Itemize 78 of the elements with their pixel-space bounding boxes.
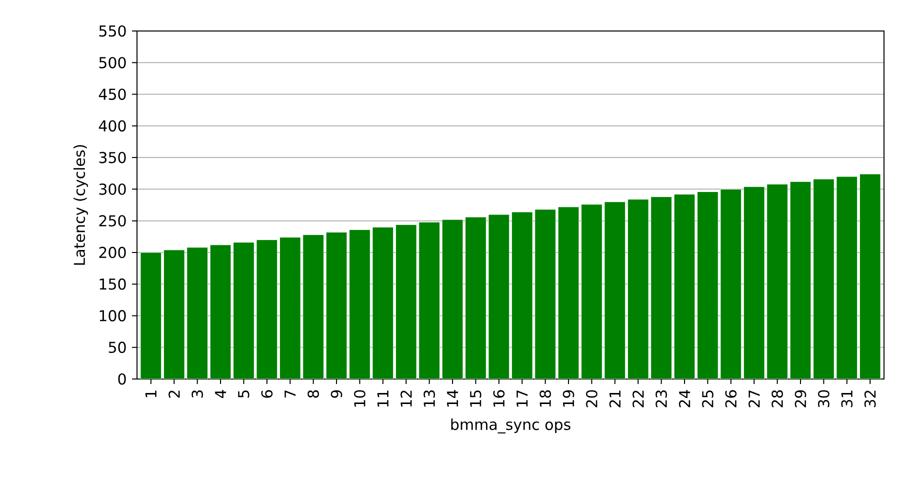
x-axis-title: bmma_sync ops <box>451 418 570 434</box>
x-tick-label: 17 <box>516 390 528 407</box>
x-tick-label: 16 <box>493 390 505 407</box>
bar <box>813 179 834 379</box>
y-tick-label: 350 <box>99 152 126 164</box>
x-tick-label: 27 <box>748 390 760 408</box>
x-tick-label: 2 <box>168 390 180 398</box>
bar <box>186 247 208 379</box>
bar <box>418 222 440 379</box>
y-tick-label: 100 <box>100 310 126 322</box>
bar <box>534 209 556 379</box>
bar <box>581 204 602 379</box>
bar <box>859 174 881 379</box>
y-tick-label: 500 <box>99 56 126 68</box>
x-tick-label: 9 <box>330 390 342 398</box>
x-tick-label: 11 <box>377 390 388 407</box>
y-tick-label: 450 <box>98 88 126 100</box>
x-tick-label: 24 <box>678 390 690 408</box>
x-tick-label: 22 <box>632 390 644 408</box>
x-tick-label: 7 <box>284 390 296 398</box>
y-tick-label: 150 <box>100 278 126 290</box>
x-tick-label: 18 <box>540 390 551 407</box>
x-tick-label: 30 <box>818 390 830 408</box>
y-tick-label: 0 <box>118 373 126 385</box>
x-tick-label: 1 <box>145 390 156 398</box>
bar <box>442 220 463 379</box>
bar <box>558 206 579 379</box>
x-tick-label: 23 <box>656 390 667 408</box>
x-tick-label: 21 <box>609 390 620 408</box>
x-tick-label: 19 <box>562 390 574 407</box>
bar <box>674 194 695 379</box>
bar <box>697 192 718 379</box>
bar <box>836 176 858 379</box>
bar <box>744 186 765 379</box>
bar <box>465 217 486 379</box>
x-tick-label: 8 <box>308 390 319 398</box>
bar <box>488 214 510 379</box>
bar <box>720 189 742 379</box>
x-tick-label: 4 <box>215 390 226 398</box>
x-tick-label: 15 <box>470 390 482 407</box>
bar <box>766 184 788 379</box>
x-tick-label: 10 <box>354 390 366 407</box>
x-tick-label: 13 <box>424 390 435 407</box>
x-tick-label: 20 <box>586 390 598 408</box>
x-tick-label: 25 <box>702 390 714 408</box>
bar <box>349 230 370 379</box>
y-tick-label: 50 <box>108 342 126 354</box>
bar <box>372 227 394 379</box>
bar <box>326 232 347 379</box>
y-tick-label: 300 <box>99 184 126 195</box>
bar <box>164 250 185 379</box>
x-tick-label: 3 <box>192 390 203 398</box>
bar <box>280 237 301 379</box>
y-axis-title: Latency (cycles) <box>73 145 88 265</box>
bar <box>650 196 672 379</box>
x-tick-label: 31 <box>841 390 853 408</box>
x-tick-label: 26 <box>725 390 737 408</box>
x-tick-label: 28 <box>772 390 783 408</box>
y-tick-label: 550 <box>99 25 126 37</box>
bar <box>140 252 162 379</box>
bar <box>604 202 626 379</box>
bar <box>210 244 231 379</box>
x-tick-label: 14 <box>447 390 458 407</box>
x-tick-label: 5 <box>238 390 250 398</box>
bar <box>512 212 533 379</box>
bar <box>790 182 811 379</box>
y-tick-label: 250 <box>99 215 126 226</box>
x-tick-label: 29 <box>794 390 806 408</box>
bar <box>302 234 324 379</box>
x-tick-label: 32 <box>864 390 876 408</box>
bar <box>628 199 649 379</box>
y-tick-label: 200 <box>99 246 126 258</box>
x-tick-label: 12 <box>400 390 412 407</box>
bar <box>396 224 417 379</box>
bar <box>233 242 254 379</box>
bar <box>256 240 278 379</box>
x-tick-label: 6 <box>261 390 273 398</box>
y-tick-label: 400 <box>98 120 126 132</box>
